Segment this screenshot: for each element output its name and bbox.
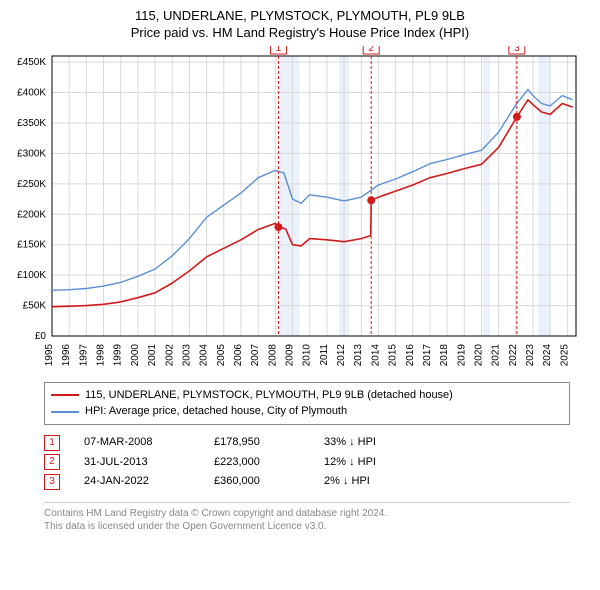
svg-text:1: 1 [276, 46, 282, 54]
svg-text:2009: 2009 [285, 343, 296, 366]
sale-marker-num: 2 [49, 453, 55, 471]
page: 115, UNDERLANE, PLYMSTOCK, PLYMOUTH, PL9… [0, 0, 600, 590]
sale-date: 31-JUL-2013 [84, 453, 214, 473]
svg-text:2024: 2024 [542, 343, 553, 366]
title-subtitle: Price paid vs. HM Land Registry's House … [0, 25, 600, 42]
sale-price: £178,950 [214, 433, 324, 453]
sales-table: 1 07-MAR-2008 £178,950 33% ↓ HPI 2 31-JU… [44, 433, 570, 492]
svg-text:2016: 2016 [405, 343, 416, 366]
attribution-footer: Contains HM Land Registry data © Crown c… [44, 502, 570, 533]
svg-text:2005: 2005 [216, 343, 227, 366]
svg-text:2023: 2023 [525, 343, 536, 366]
legend-item: 115, UNDERLANE, PLYMSTOCK, PLYMOUTH, PL9… [51, 387, 563, 404]
sale-marker-num: 3 [49, 473, 55, 491]
sale-price: £360,000 [214, 472, 324, 492]
svg-text:2022: 2022 [508, 343, 519, 366]
sale-diff: 33% ↓ HPI [324, 433, 376, 453]
title-address: 115, UNDERLANE, PLYMSTOCK, PLYMOUTH, PL9… [0, 8, 600, 25]
svg-text:£0: £0 [35, 331, 47, 342]
svg-text:2018: 2018 [439, 343, 450, 366]
svg-text:£200K: £200K [17, 209, 46, 220]
svg-text:£300K: £300K [17, 148, 46, 159]
sale-marker-box: 1 [44, 435, 60, 451]
svg-text:£100K: £100K [17, 270, 46, 281]
svg-text:£450K: £450K [17, 57, 46, 68]
svg-text:2014: 2014 [370, 343, 381, 366]
svg-text:2015: 2015 [388, 343, 399, 366]
svg-text:£350K: £350K [17, 118, 46, 129]
svg-text:1999: 1999 [113, 343, 124, 366]
sale-marker-num: 1 [49, 434, 55, 452]
sale-diff: 2% ↓ HPI [324, 472, 370, 492]
svg-text:2012: 2012 [336, 343, 347, 366]
svg-text:3: 3 [514, 46, 520, 54]
svg-text:2008: 2008 [267, 343, 278, 366]
svg-text:2007: 2007 [250, 343, 261, 366]
svg-text:1995: 1995 [44, 343, 55, 366]
svg-text:2019: 2019 [456, 343, 467, 366]
footer-line: Contains HM Land Registry data © Crown c… [44, 507, 570, 520]
legend-item: HPI: Average price, detached house, City… [51, 403, 563, 420]
sales-row: 1 07-MAR-2008 £178,950 33% ↓ HPI [44, 433, 570, 453]
svg-text:2000: 2000 [130, 343, 141, 366]
svg-text:£250K: £250K [17, 179, 46, 190]
sale-diff: 12% ↓ HPI [324, 453, 376, 473]
legend: 115, UNDERLANE, PLYMSTOCK, PLYMOUTH, PL9… [44, 382, 570, 425]
sales-row: 2 31-JUL-2013 £223,000 12% ↓ HPI [44, 453, 570, 473]
legend-swatch [51, 394, 79, 396]
svg-text:1997: 1997 [78, 343, 89, 366]
footer-line: This data is licensed under the Open Gov… [44, 520, 570, 533]
sale-marker-box: 2 [44, 454, 60, 470]
svg-text:2002: 2002 [164, 343, 175, 366]
price-chart: £0 £50K £100K £150K £200K £250K £300K £350K £400… [0, 46, 600, 376]
svg-text:£50K: £50K [23, 300, 47, 311]
svg-text:2006: 2006 [233, 343, 244, 366]
sale-marker-box: 3 [44, 474, 60, 490]
svg-text:2011: 2011 [319, 343, 330, 365]
svg-text:2001: 2001 [147, 343, 158, 366]
svg-text:£150K: £150K [17, 239, 46, 250]
svg-text:2025: 2025 [559, 343, 570, 366]
sale-price: £223,000 [214, 453, 324, 473]
title-block: 115, UNDERLANE, PLYMSTOCK, PLYMOUTH, PL9… [0, 0, 600, 46]
sales-row: 3 24-JAN-2022 £360,000 2% ↓ HPI [44, 472, 570, 492]
svg-text:2003: 2003 [181, 343, 192, 366]
svg-text:1996: 1996 [61, 343, 72, 366]
svg-text:1998: 1998 [96, 343, 107, 366]
svg-text:2021: 2021 [491, 343, 502, 366]
svg-text:£400K: £400K [17, 87, 46, 98]
svg-text:2020: 2020 [474, 343, 485, 366]
svg-text:2: 2 [368, 46, 374, 54]
sale-date: 24-JAN-2022 [84, 472, 214, 492]
legend-label: 115, UNDERLANE, PLYMSTOCK, PLYMOUTH, PL9… [85, 387, 453, 404]
svg-text:2017: 2017 [422, 343, 433, 366]
legend-label: HPI: Average price, detached house, City… [85, 403, 347, 420]
sale-date: 07-MAR-2008 [84, 433, 214, 453]
svg-text:2010: 2010 [302, 343, 313, 366]
svg-text:2004: 2004 [199, 343, 210, 366]
legend-swatch [51, 411, 79, 413]
svg-text:2013: 2013 [353, 343, 364, 366]
